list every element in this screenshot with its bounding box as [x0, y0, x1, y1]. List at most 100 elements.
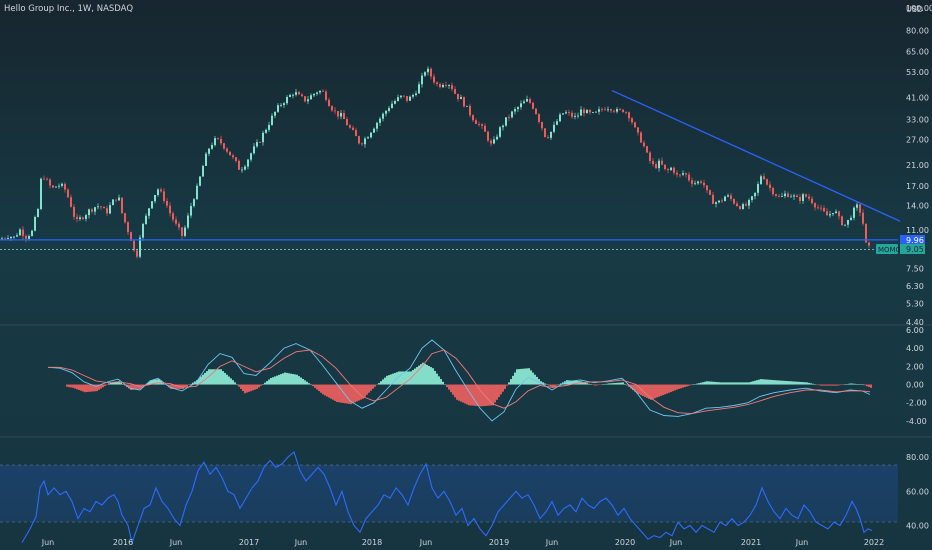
candle-body: [340, 113, 342, 117]
histogram-bar: [796, 381, 798, 385]
histogram-bar: [102, 384, 104, 388]
candle-body: [181, 227, 183, 236]
histogram-bar: [698, 383, 700, 385]
candle-body: [217, 138, 219, 139]
candle-body: [307, 99, 309, 102]
candle-body: [43, 178, 45, 180]
candle-body: [415, 93, 417, 96]
candle-body: [274, 111, 276, 116]
histogram-bar: [522, 368, 524, 385]
candle-body: [481, 124, 483, 126]
histogram-bar: [250, 384, 252, 392]
histogram-bar: [862, 384, 864, 386]
candle-body: [289, 94, 291, 97]
candle-body: [754, 192, 756, 197]
candle-body: [241, 169, 243, 171]
candle-body: [508, 117, 510, 119]
candle-body: [436, 82, 438, 85]
histogram-bar: [104, 384, 106, 386]
candle-body: [229, 151, 231, 156]
candle-body: [364, 138, 366, 145]
time-tick-label: Jun: [419, 538, 433, 547]
histogram-bar: [518, 369, 520, 385]
candle-body: [730, 195, 732, 200]
candle-body: [82, 217, 84, 220]
candle-body: [55, 186, 57, 188]
histogram-bar: [338, 384, 340, 403]
price-panel[interactable]: [0, 66, 901, 259]
histogram-bar: [432, 368, 434, 385]
candle-body: [304, 96, 306, 102]
histogram-bar: [436, 373, 438, 385]
histogram-bar: [324, 384, 326, 396]
histogram-bar: [728, 382, 730, 385]
histogram-bar: [806, 382, 808, 385]
histogram-bar: [492, 384, 494, 406]
macd-tick-label: 6.00: [906, 326, 924, 335]
histogram-bar: [408, 371, 410, 385]
candle-body: [34, 217, 36, 231]
histogram-bar: [778, 380, 780, 385]
histogram-bar: [694, 384, 696, 385]
time-tick-label: 2021: [741, 538, 761, 547]
candle-body: [445, 84, 447, 86]
candle-body: [226, 148, 228, 152]
macd-axis[interactable]: 6.00 4.00 2.00 0.00 -2.00 -4.00: [906, 326, 927, 426]
ticker-tag-label: MOMO: [878, 246, 902, 254]
histogram-bar: [118, 381, 120, 385]
candle-body: [235, 157, 237, 161]
histogram-bar: [330, 384, 332, 399]
trendline[interactable]: [611, 89, 901, 222]
candle-body: [13, 236, 15, 238]
histogram-bar: [120, 382, 122, 385]
histogram-bar: [460, 384, 462, 402]
candle-body: [802, 194, 804, 201]
candle-body: [400, 95, 402, 98]
histogram-bar: [448, 384, 450, 390]
histogram-bar: [660, 384, 662, 396]
histogram-bar: [774, 380, 776, 385]
candle-body: [613, 110, 615, 112]
histogram-bar: [422, 362, 424, 385]
histogram-bar: [844, 384, 846, 385]
histogram-bar: [366, 384, 368, 395]
candle-body: [145, 215, 147, 224]
candle-body: [583, 109, 585, 114]
candle-body: [421, 75, 423, 85]
rsi-axis[interactable]: 80.00 60.00 40.00: [906, 453, 929, 530]
histogram-bar: [230, 378, 232, 385]
macd-tick-label: 2.00: [906, 362, 924, 371]
candle-body: [379, 118, 381, 123]
histogram-bar: [86, 384, 88, 392]
histogram-bar: [740, 382, 742, 385]
histogram-bar: [266, 381, 268, 385]
rsi-panel[interactable]: [0, 451, 898, 545]
histogram-bar: [704, 381, 706, 385]
histogram-bar: [762, 379, 764, 385]
candle-body: [352, 127, 354, 131]
histogram-bar: [272, 377, 274, 385]
histogram-bar: [684, 384, 686, 388]
histogram-bar: [820, 384, 822, 386]
histogram-bar: [782, 380, 784, 385]
price-tick-label: 41.00: [906, 94, 929, 103]
candle-body: [865, 223, 867, 243]
candle-body: [841, 216, 843, 226]
macd-panel[interactable]: [47, 339, 872, 422]
time-axis[interactable]: Jun 2016 Jun 2017 Jun 2018 Jun 2019 Jun 2020 Jun 20…: [41, 538, 884, 547]
histogram-bar: [814, 384, 816, 385]
histogram-bar: [262, 384, 264, 385]
histogram-bar: [336, 384, 338, 402]
histogram-bar: [454, 384, 456, 398]
candle-body: [79, 217, 81, 220]
histogram-bar: [670, 384, 672, 393]
histogram-bar: [254, 384, 256, 390]
price-axis[interactable]: 100.00 80.00 65.00 53.00 41.00 33.00 27.00 21.0…: [906, 4, 932, 327]
histogram-bar: [812, 383, 814, 385]
price-tick-label: 14.00: [906, 202, 929, 211]
histogram-bar: [638, 384, 640, 395]
chart-title: Hello Group Inc., 1W, NASDAQ: [4, 4, 133, 14]
candle-body: [127, 222, 129, 233]
candle-body: [250, 153, 252, 160]
candle-body: [70, 197, 72, 207]
